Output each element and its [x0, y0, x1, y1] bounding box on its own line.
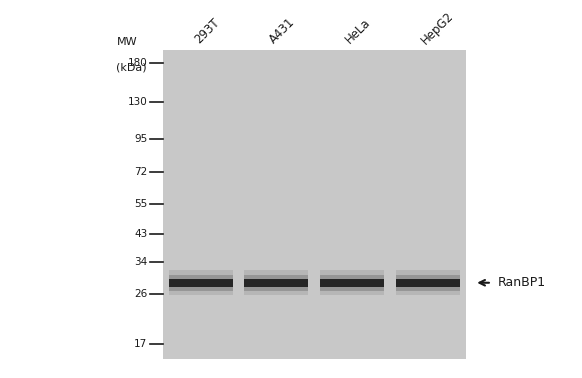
Text: 72: 72 [134, 167, 147, 177]
Text: 130: 130 [127, 97, 147, 107]
Bar [244, 274, 308, 291]
Bar [244, 279, 308, 287]
Text: 34: 34 [134, 257, 147, 267]
Text: 95: 95 [134, 134, 147, 144]
Bar [396, 271, 460, 295]
Text: HepG2: HepG2 [418, 9, 456, 46]
Text: 43: 43 [134, 229, 147, 239]
Text: (kDa): (kDa) [116, 63, 147, 73]
Text: 26: 26 [134, 289, 147, 299]
Bar [396, 279, 460, 287]
Text: MW: MW [116, 37, 137, 46]
Bar [396, 274, 460, 291]
Bar [320, 279, 384, 287]
Bar [169, 279, 233, 287]
Text: A431: A431 [267, 16, 298, 46]
Text: 17: 17 [134, 339, 147, 349]
Text: HeLa: HeLa [343, 16, 373, 46]
Bar [320, 274, 384, 291]
Bar [169, 274, 233, 291]
Text: 293T: 293T [191, 16, 222, 46]
Bar [169, 271, 233, 295]
Bar [320, 271, 384, 295]
Text: 180: 180 [127, 58, 147, 68]
Text: RanBP1: RanBP1 [498, 276, 546, 289]
Bar [244, 271, 308, 295]
Text: 55: 55 [134, 199, 147, 209]
